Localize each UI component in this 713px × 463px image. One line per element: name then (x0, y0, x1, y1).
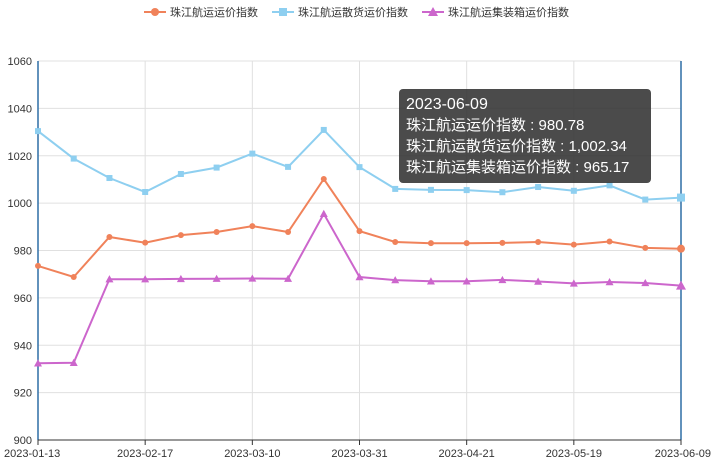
data-point-triangle (105, 275, 114, 283)
y-tick-label: 960 (14, 293, 32, 305)
data-point-circle (320, 175, 327, 182)
x-tick-label: 2023-03-10 (224, 448, 280, 460)
y-tick-label: 920 (14, 388, 32, 400)
data-point-triangle (498, 275, 507, 284)
data-point-square (320, 126, 327, 133)
x-tick-label: 2023-06-09 (655, 448, 711, 460)
data-point-circle (285, 229, 292, 236)
tooltip-line-freight: 珠江航运运价指数 : 980.78 (406, 117, 585, 134)
data-point-circle (177, 232, 184, 239)
legend-label: 珠江航运运价指数 (170, 7, 258, 19)
chart-legend: 珠江航运运价指数 珠江航运散货运价指数 珠江航运集装箱运价指数 (0, 3, 713, 21)
data-point-circle (249, 223, 256, 230)
y-tick-label: 1060 (8, 56, 32, 68)
data-point-square (249, 150, 256, 157)
x-tick-label: 2023-05-19 (546, 448, 602, 460)
data-point-square (142, 188, 149, 195)
y-tick-label: 940 (14, 340, 32, 352)
data-point-triangle (426, 277, 435, 285)
data-point-triangle (534, 277, 543, 285)
y-tick-label: 980 (14, 246, 32, 258)
data-point-square (606, 182, 613, 189)
data-point-circle (677, 244, 685, 253)
data-point-triangle (34, 359, 42, 367)
data-point-triangle (355, 273, 364, 281)
data-point-circle (570, 241, 577, 248)
tooltip-date: 2023-06-09 (406, 96, 488, 113)
data-point-square (285, 163, 292, 170)
data-point-circle (106, 233, 113, 240)
y-tick-label: 1020 (8, 151, 32, 163)
data-point-square (392, 185, 399, 192)
data-point-triangle (605, 278, 614, 286)
data-point-square (106, 175, 113, 182)
data-point-circle (142, 239, 149, 246)
data-point-triangle (462, 277, 471, 285)
x-tick-label: 2023-01-13 (4, 448, 60, 460)
data-point-triangle (141, 275, 150, 283)
data-point-triangle (284, 274, 293, 282)
data-point-square (356, 164, 363, 171)
tooltip-line-bulk: 珠江航运散货运价指数 : 1,002.34 (406, 138, 627, 155)
legend-label: 珠江航运散货运价指数 (298, 7, 408, 19)
chart-tooltip: 2023-06-09 珠江航运运价指数 : 980.78 珠江航运散货运价指数 … (399, 89, 651, 183)
legend-item-container-index[interactable]: 珠江航运集装箱运价指数 (422, 4, 569, 20)
data-point-circle (463, 240, 470, 247)
data-point-triangle (569, 279, 578, 287)
data-point-triangle (176, 274, 185, 283)
legend-swatch-square-icon (272, 6, 294, 18)
data-point-square (213, 164, 220, 171)
data-point-square (35, 128, 41, 135)
tooltip-line-container: 珠江航运集装箱运价指数 : 965.17 (406, 159, 630, 176)
data-point-triangle (676, 280, 686, 290)
y-tick-label: 1040 (8, 103, 32, 115)
data-point-circle (356, 228, 363, 235)
data-point-square (642, 196, 649, 203)
data-point-circle (535, 238, 542, 245)
legend-label: 珠江航运集装箱运价指数 (448, 7, 569, 19)
legend-swatch-circle-icon (144, 6, 166, 18)
legend-item-bulk-index[interactable]: 珠江航运散货运价指数 (272, 4, 408, 20)
data-point-square (70, 155, 77, 162)
data-point-triangle (319, 209, 328, 217)
data-point-circle (606, 238, 613, 245)
data-point-square (499, 189, 506, 196)
data-point-triangle (248, 274, 257, 282)
y-tick-label: 1000 (8, 198, 32, 210)
x-tick-label: 2023-02-17 (117, 448, 173, 460)
data-point-circle (35, 262, 41, 269)
data-point-square (570, 187, 577, 194)
x-tick-label: 2023-04-21 (439, 448, 495, 460)
data-point-triangle (391, 276, 400, 284)
data-point-circle (499, 239, 506, 246)
data-point-square (677, 193, 685, 202)
data-point-triangle (641, 278, 650, 287)
data-point-circle (642, 244, 649, 251)
data-point-square (463, 187, 470, 194)
data-point-square (177, 170, 184, 177)
y-tick-label: 900 (14, 435, 32, 447)
data-point-circle (427, 240, 434, 247)
data-point-circle (70, 274, 77, 281)
data-point-circle (392, 238, 399, 245)
legend-swatch-triangle-icon (422, 6, 444, 18)
legend-item-freight-index[interactable]: 珠江航运运价指数 (144, 4, 258, 20)
data-point-triangle (212, 274, 221, 282)
x-tick-label: 2023-03-31 (331, 448, 387, 460)
data-point-triangle (69, 358, 78, 366)
data-point-circle (213, 229, 220, 236)
data-point-square (535, 184, 542, 191)
data-point-square (427, 186, 434, 193)
